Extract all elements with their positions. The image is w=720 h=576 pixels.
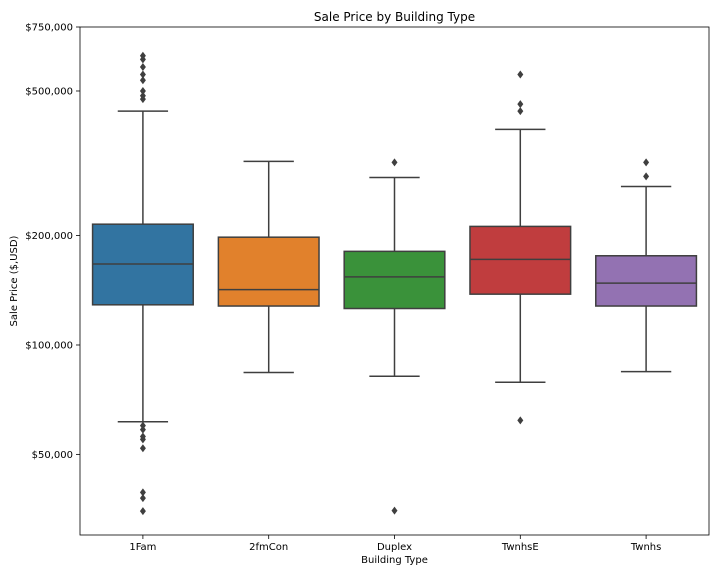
outlier-point xyxy=(139,494,146,503)
outlier-point xyxy=(391,506,398,515)
y-axis-title: Sale Price ($,USD) xyxy=(9,235,20,326)
outlier-point xyxy=(517,70,524,79)
box-iqr xyxy=(595,255,698,307)
x-axis: 1Fam 2fmCon Duplex TwnhsE Twnhs xyxy=(129,535,661,553)
outlier-point xyxy=(643,172,650,181)
outlier-point xyxy=(139,76,146,85)
x-tick-label: 2fmCon xyxy=(249,542,288,553)
box-iqr xyxy=(469,225,572,295)
x-tick-label: Twnhs xyxy=(630,542,662,553)
outlier-point xyxy=(139,444,146,453)
outlier-point xyxy=(139,488,146,497)
outlier-point xyxy=(139,63,146,72)
x-tick-label: 1Fam xyxy=(129,542,156,553)
x-tick-label: TwnhsE xyxy=(501,542,539,553)
x-axis-title: Building Type xyxy=(361,555,428,566)
outlier-point xyxy=(139,421,146,430)
outlier-point xyxy=(517,100,524,109)
y-tick-label: $50,000 xyxy=(32,450,73,461)
outlier-point xyxy=(139,51,146,60)
y-tick-label: $200,000 xyxy=(25,231,73,242)
y-tick-label: $100,000 xyxy=(25,340,73,351)
outlier-point xyxy=(643,158,650,167)
y-tick-label: $500,000 xyxy=(25,86,73,97)
y-axis: $50,000 $100,000 $200,000 $500,000 $750,000 xyxy=(25,23,80,461)
outlier-point xyxy=(139,70,146,79)
box-duplex xyxy=(343,158,446,515)
box-iqr xyxy=(343,250,446,310)
box-iqr xyxy=(217,236,320,307)
box-twnhse xyxy=(469,70,572,425)
plot-area xyxy=(79,26,710,536)
chart-title: Sale Price by Building Type xyxy=(314,10,475,24)
outlier-point xyxy=(517,416,524,425)
box-twnhs xyxy=(595,158,698,373)
box-1fam xyxy=(91,51,194,516)
outlier-point xyxy=(139,91,146,100)
box-2fmcon xyxy=(217,160,320,374)
y-tick-label: $750,000 xyxy=(25,23,73,34)
x-tick-label: Duplex xyxy=(377,542,412,553)
outlier-point xyxy=(517,107,524,116)
outlier-point xyxy=(139,86,146,95)
outlier-point xyxy=(139,432,146,441)
outlier-point xyxy=(139,507,146,516)
outlier-point xyxy=(391,158,398,167)
